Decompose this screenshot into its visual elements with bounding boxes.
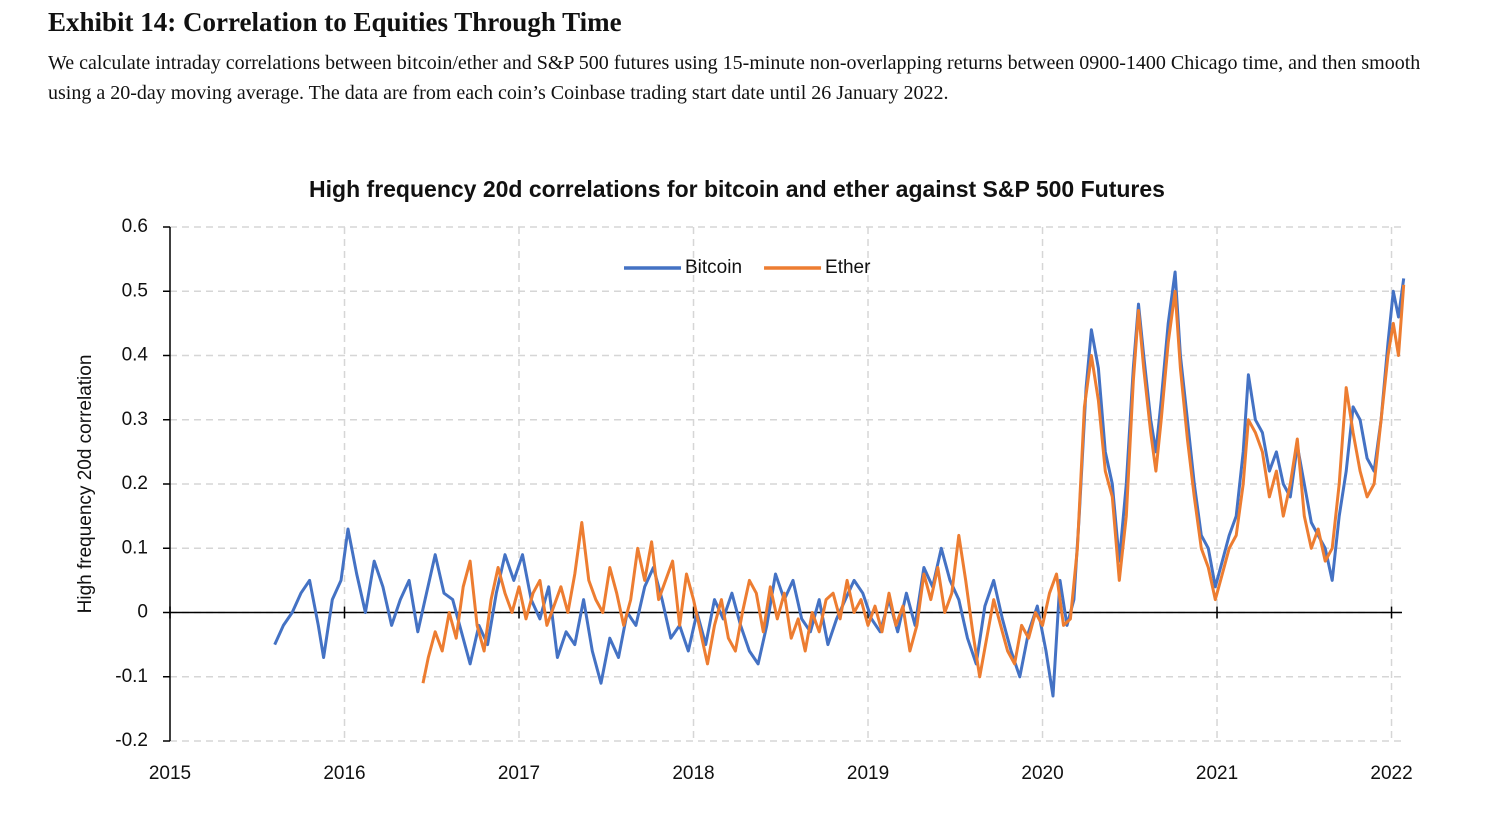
chart-title: High frequency 20d correlations for bitc… [309, 176, 1165, 202]
exhibit-header: Exhibit 14: Correlation to Equities Thro… [48, 4, 1428, 108]
y-tick-label: -0.1 [115, 666, 148, 687]
x-tick-label: 2018 [672, 763, 714, 784]
legend-label: Ether [825, 257, 871, 278]
y-tick-label: 0.4 [122, 345, 149, 366]
y-tick-label: -0.2 [115, 730, 148, 751]
exhibit-title: Exhibit 14: Correlation to Equities Thro… [48, 7, 622, 37]
y-tick-label: 0.6 [122, 216, 148, 237]
y-tick-label: 0 [137, 602, 148, 623]
y-tick-label: 0.2 [122, 473, 148, 494]
exhibit-description: We calculate intraday correlations betwe… [48, 52, 1421, 104]
legend-label: Bitcoin [685, 257, 742, 278]
x-tick-label: 2019 [847, 763, 889, 784]
x-tick-label: 2021 [1196, 763, 1238, 784]
x-tick-label: 2016 [323, 763, 365, 784]
y-axis-label: High frequency 20d correlation [75, 355, 96, 614]
x-tick-label: 2020 [1021, 763, 1063, 784]
x-tick-label: 2022 [1370, 763, 1412, 784]
x-tick-label: 2017 [498, 763, 540, 784]
series-line [273, 270, 1406, 698]
series-line [421, 284, 1406, 684]
y-tick-label: 0.1 [122, 537, 148, 558]
y-tick-label: 0.5 [122, 280, 148, 301]
y-tick-label: 0.3 [122, 409, 148, 430]
x-tick-label: 2015 [149, 763, 191, 784]
